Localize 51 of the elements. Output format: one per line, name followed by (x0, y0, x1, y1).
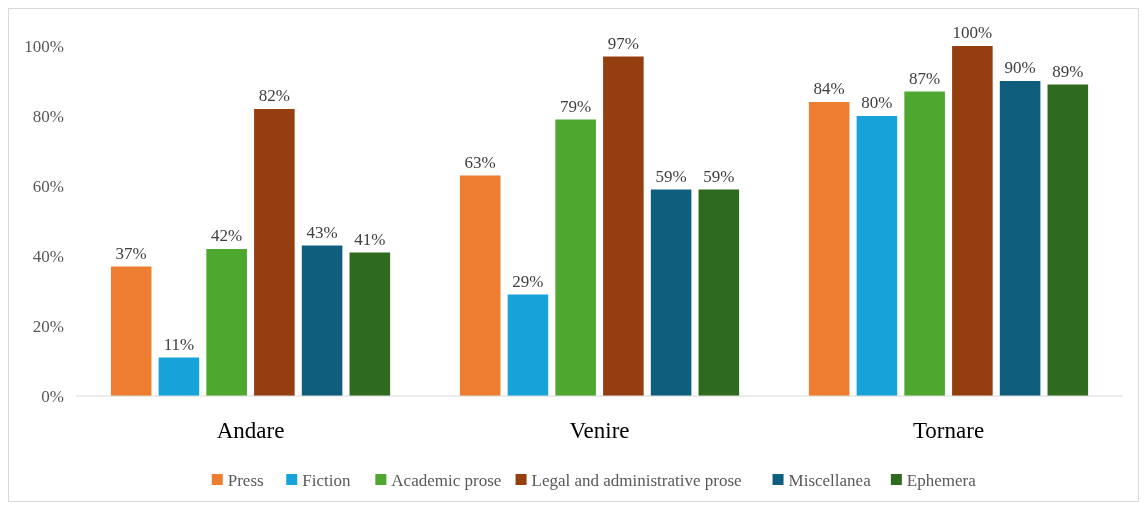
data-label: 11% (163, 334, 195, 354)
bar (904, 91, 945, 396)
bar (206, 249, 247, 396)
bar (349, 252, 391, 396)
legend-label: Ephemera (906, 470, 977, 490)
y-tick-label: 100% (24, 36, 64, 56)
bar (808, 102, 850, 396)
y-tick-label: 60% (32, 176, 64, 196)
bar (999, 81, 1041, 396)
data-label: 41% (354, 229, 386, 249)
data-label: 43% (306, 222, 338, 242)
y-tick-label: 20% (32, 316, 64, 336)
bar (952, 46, 993, 396)
data-label: 42% (211, 226, 243, 245)
bar (254, 109, 295, 396)
bar (650, 189, 692, 396)
bar (158, 357, 200, 396)
legend-label: Academic prose (391, 470, 502, 490)
data-label: 82% (258, 86, 290, 105)
data-label: 100% (952, 23, 993, 42)
data-label: 59% (703, 166, 735, 186)
x-tick-label: Tornare (912, 418, 985, 443)
bar (603, 56, 644, 396)
bar (110, 266, 152, 396)
bar (555, 119, 596, 396)
data-label: 37% (115, 243, 147, 263)
y-tick-label: 0% (41, 386, 64, 406)
y-tick-label: 40% (32, 246, 64, 266)
x-tick-label: Venire (569, 418, 630, 443)
legend-label: Legal and administrative prose (531, 470, 742, 490)
data-label: 89% (1052, 61, 1084, 81)
bar (698, 189, 740, 396)
bar (1047, 84, 1089, 396)
data-label: 79% (560, 96, 592, 116)
data-label: 84% (813, 79, 845, 98)
bar (856, 116, 898, 396)
bar (507, 294, 549, 396)
data-label: 87% (909, 68, 941, 88)
data-label: 80% (861, 93, 893, 112)
data-label: 90% (1004, 58, 1036, 77)
bar (301, 245, 343, 396)
legend-label: Fiction (302, 470, 351, 490)
y-tick-label: 80% (32, 106, 64, 126)
legend-label: Miscellanea (788, 470, 872, 490)
legend-label: Press (227, 470, 264, 490)
data-label: 29% (512, 271, 544, 291)
data-label: 97% (607, 33, 639, 53)
data-label: 63% (464, 152, 496, 172)
data-label: 59% (655, 166, 687, 186)
bar (459, 175, 501, 396)
x-tick-label: Andare (216, 418, 285, 443)
